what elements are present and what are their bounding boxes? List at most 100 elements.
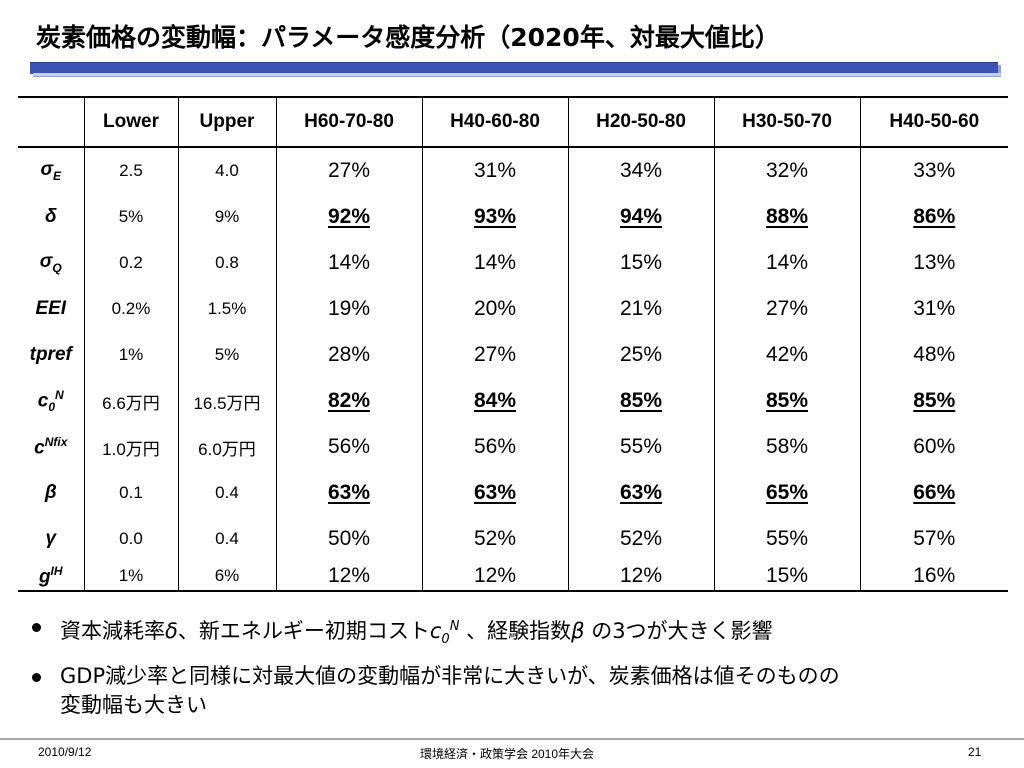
- parameter-symbol: γ: [18, 516, 84, 562]
- parameter-symbol: cNfix: [18, 424, 84, 470]
- parameter-symbol: δ: [18, 194, 84, 240]
- sensitivity-value-cell: 25%: [567, 332, 714, 378]
- lower-bound-cell: 0.2%: [83, 286, 178, 332]
- sensitivity-value-cell: 48%: [859, 332, 1008, 378]
- sensitivity-value-cell: 65%: [713, 470, 860, 516]
- sensitivity-value-cell: 55%: [567, 424, 714, 470]
- table-row: EEI 0.2% 1.5% 19% 20% 21% 27% 31%: [18, 286, 1008, 332]
- sensitivity-value-cell: 56%: [275, 424, 422, 470]
- footer-divider: [0, 738, 1024, 740]
- title-underline-shadow: [33, 73, 1001, 76]
- bullet-text: 資本減耗率: [60, 619, 165, 643]
- symbol-base: γ: [45, 528, 57, 549]
- table-row: σQ 0.2 0.8 14% 14% 15% 14% 13%: [18, 240, 1008, 286]
- table-row: σE 2.5 4.0 27% 31% 34% 32% 33%: [18, 147, 1008, 194]
- sensitivity-value-cell: 85%: [713, 378, 860, 424]
- parameter-symbol: EEI: [18, 286, 84, 332]
- parameter-symbol: σE: [18, 147, 84, 194]
- sensitivity-value-cell: 27%: [713, 286, 860, 332]
- symbol-base: c: [37, 390, 49, 412]
- header-cell-h40-60-80: H40-60-80: [421, 96, 568, 148]
- symbol-subscript: 0: [441, 632, 450, 648]
- upper-bound-cell: 0.4: [177, 470, 276, 516]
- sensitivity-value-cell: 28%: [275, 332, 422, 378]
- symbol-base: c: [429, 619, 442, 643]
- symbol-superscript: IH: [50, 563, 63, 578]
- sensitivity-value-cell: 21%: [567, 286, 714, 332]
- sensitivity-value-cell: 15%: [567, 240, 714, 286]
- sensitivity-value-cell: 12%: [567, 562, 714, 592]
- sensitivity-value-cell: 14%: [713, 240, 860, 286]
- footer-page-number: 21: [968, 745, 982, 759]
- symbol-base: β: [44, 482, 57, 503]
- symbol-subscript: 0: [48, 400, 56, 415]
- lower-bound-cell: 1%: [83, 332, 178, 378]
- header-cell-upper: Upper: [177, 96, 276, 148]
- header-cell-h30-50-70: H30-50-70: [713, 96, 860, 148]
- bullet-text: 、新エネルギー初期コスト: [177, 619, 430, 643]
- table-row: γ 0.0 0.4 50% 52% 52% 55% 57%: [18, 516, 1008, 562]
- upper-bound-cell: 1.5%: [177, 286, 276, 332]
- sensitivity-value-cell: 32%: [713, 147, 860, 194]
- upper-bound-cell: 6%: [177, 562, 276, 592]
- sensitivity-value-cell: 13%: [859, 240, 1008, 286]
- sensitivity-value-cell: 52%: [567, 516, 714, 562]
- symbol-base: δ: [44, 206, 57, 227]
- upper-bound-cell: 0.4: [177, 516, 276, 562]
- parameter-symbol: β: [18, 470, 84, 516]
- table-body: σE 2.5 4.0 27% 31% 34% 32% 33% δ 5% 9% 92% 93% 94% 88%…: [18, 147, 1008, 592]
- footer-date: 2010/9/12: [38, 745, 92, 759]
- sensitivity-value-cell: 12%: [275, 562, 422, 592]
- sensitivity-value-cell: 15%: [713, 562, 860, 592]
- sensitivity-value-cell: 57%: [859, 516, 1008, 562]
- sensitivity-value-cell: 86%: [859, 194, 1008, 240]
- sensitivity-table: Lower Upper H60-70-80 H40-60-80 H20-50-8…: [18, 96, 1008, 592]
- sensitivity-value-cell: 50%: [275, 516, 422, 562]
- header-cell-blank: [18, 96, 84, 148]
- sensitivity-value-cell: 16%: [859, 562, 1008, 592]
- header-cell-h60-70-80: H60-70-80: [275, 96, 422, 148]
- sensitivity-value-cell: 31%: [859, 286, 1008, 332]
- sensitivity-value-cell: 63%: [567, 470, 714, 516]
- parameter-symbol: c0N: [18, 378, 84, 424]
- header-cell-lower: Lower: [83, 96, 178, 148]
- symbol-superscript: N: [449, 619, 460, 634]
- bullet-symbol-delta: δ: [165, 619, 178, 643]
- sensitivity-value-cell: 85%: [567, 378, 714, 424]
- symbol-base: EEI: [35, 298, 67, 319]
- sensitivity-value-cell: 60%: [859, 424, 1008, 470]
- footer-event: 環境経済・政策学会 2010年大会: [420, 747, 595, 761]
- symbol-base: σ: [39, 251, 53, 273]
- sensitivity-value-cell: 66%: [859, 470, 1008, 516]
- sensitivity-value-cell: 56%: [421, 424, 568, 470]
- upper-bound-cell: 6.0万円: [177, 424, 276, 470]
- lower-bound-cell: 1.0万円: [83, 424, 178, 470]
- page-title: 炭素価格の変動幅：パラメータ感度分析（2020年、対最大値比）: [36, 23, 780, 52]
- bullet-item-2: GDP減少率と同様に対最大値の変動幅が非常に大きいが、炭素価格は値そのものの 変動…: [30, 662, 990, 720]
- lower-bound-cell: 2.5: [83, 147, 178, 194]
- table-row: tpref 1% 5% 28% 27% 25% 42% 48%: [18, 332, 1008, 378]
- sensitivity-value-cell: 33%: [859, 147, 1008, 194]
- lower-bound-cell: 5%: [83, 194, 178, 240]
- lower-bound-cell: 6.6万円: [83, 378, 178, 424]
- sensitivity-value-cell: 34%: [567, 147, 714, 194]
- table-row: cNfix 1.0万円 6.0万円 56% 56% 55% 58% 60%: [18, 424, 1008, 470]
- upper-bound-cell: 5%: [177, 332, 276, 378]
- symbol-base: c: [34, 437, 45, 459]
- bullet-symbol-c0n: c0N: [429, 619, 460, 647]
- table-row: c0N 6.6万円 16.5万円 82% 84% 85% 85% 85%: [18, 378, 1008, 424]
- symbol-superscript: N: [55, 387, 64, 402]
- bullet-item-1: 資本減耗率δ、新エネルギー初期コストc0N 、経験指数β の3つが大きく影響: [30, 612, 990, 654]
- sensitivity-value-cell: 20%: [421, 286, 568, 332]
- sensitivity-value-cell: 63%: [421, 470, 568, 516]
- parameter-symbol: gIH: [18, 562, 84, 592]
- table-row: β 0.1 0.4 63% 63% 63% 65% 66%: [18, 470, 1008, 516]
- symbol-base: g: [38, 566, 51, 588]
- bullet-list: 資本減耗率δ、新エネルギー初期コストc0N 、経験指数β の3つが大きく影響 G…: [30, 612, 990, 728]
- sensitivity-value-cell: 92%: [275, 194, 422, 240]
- sensitivity-value-cell: 55%: [713, 516, 860, 562]
- sensitivity-value-cell: 93%: [421, 194, 568, 240]
- lower-bound-cell: 1%: [83, 562, 178, 592]
- bullet-symbol-beta: β: [571, 619, 585, 643]
- bullet-text: 変動幅も大きい: [60, 693, 207, 718]
